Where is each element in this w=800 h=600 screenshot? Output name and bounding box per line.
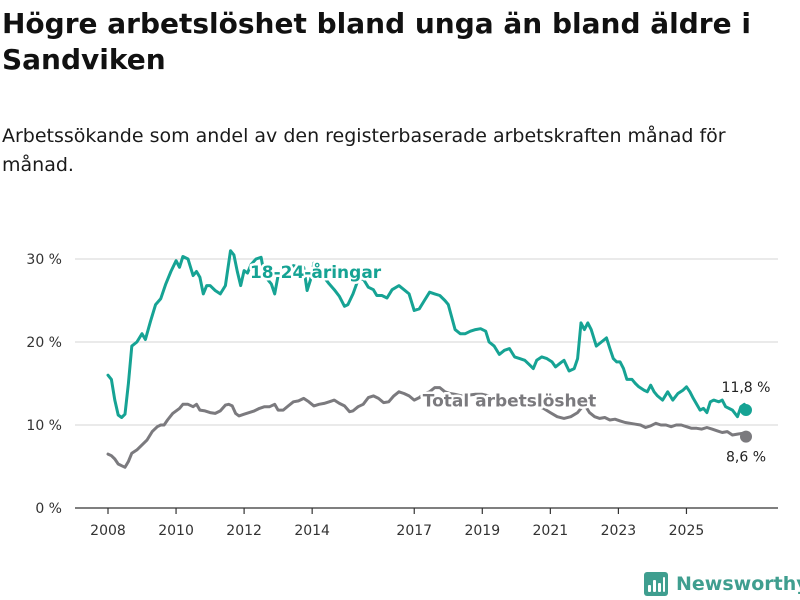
end-label-total: 8,6 % — [726, 450, 766, 466]
x-tick-label-2008: 2008 — [90, 523, 126, 539]
end-label-youth-halo: 11,8 % — [722, 380, 771, 396]
series-line-18-24-åringar — [106, 249, 748, 419]
y-tick-label-30: 30 % — [26, 252, 62, 268]
series-label-total-halo: Total arbetslöshet — [423, 392, 597, 412]
end-label-youth: 11,8 % — [722, 380, 771, 396]
bar-chart-icon — [644, 572, 668, 596]
x-tick-label-2014: 2014 — [294, 523, 330, 539]
newsworthy-logo: Newsworthy — [644, 570, 800, 598]
x-tick-label-2019: 2019 — [464, 523, 500, 539]
series-label-youth: 18-24-åringar — [250, 261, 382, 283]
x-tick-label-2021: 2021 — [533, 523, 569, 539]
series-end-marker-18-24-åringar — [740, 404, 752, 417]
y-tick-label-0: 0 % — [35, 501, 62, 517]
end-label-total-halo: 8,6 % — [726, 450, 766, 466]
x-tick-label-2017: 2017 — [396, 523, 432, 539]
x-tick-label-2023: 2023 — [601, 523, 637, 539]
chart-subtitle: Arbetssökande som andel av den registerb… — [2, 125, 726, 176]
series-end-marker-total-arbetslöshet — [740, 430, 752, 443]
series-line-total-arbetslöshet — [106, 386, 748, 469]
chart-title: Högre arbetslöshet bland unga än bland ä… — [2, 7, 751, 76]
x-tick-label-2012: 2012 — [226, 523, 262, 539]
series-lines — [106, 249, 752, 469]
x-tick-label-2025: 2025 — [669, 523, 705, 539]
x-axis: 2008 2010 2012 2014 2017 2019 2021 2023 2025 — [75, 507, 778, 539]
y-tick-label-20: 20 % — [26, 335, 62, 351]
series-label-total: Total arbetslöshet — [423, 392, 597, 412]
series-label-youth-halo: 18-24-åringar — [250, 261, 382, 283]
brand-name: Newsworthy — [676, 573, 800, 595]
y-axis-labels: 0 % 10 % 20 % 30 % — [26, 252, 62, 517]
y-tick-label-10: 10 % — [26, 418, 62, 434]
x-tick-label-2010: 2010 — [158, 523, 194, 539]
